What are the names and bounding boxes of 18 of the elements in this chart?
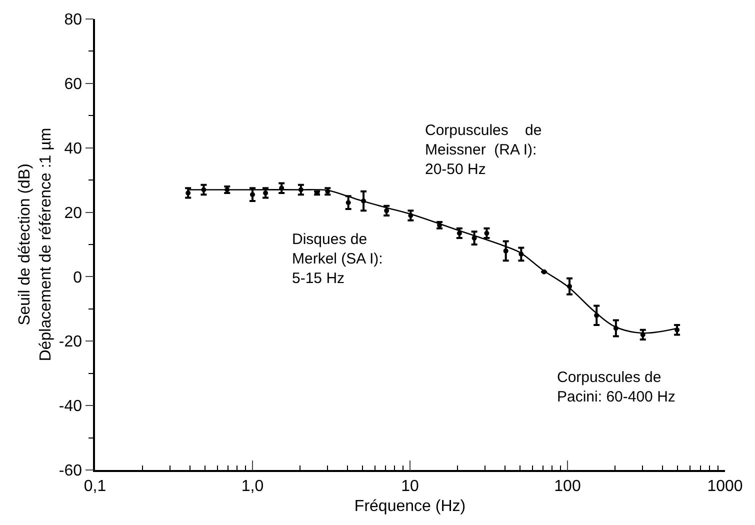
y-tick-label: 40 [64,140,82,158]
y-tick-label: -40 [58,398,82,416]
y-tick-label: 0 [73,269,82,286]
y-tick-label: 20 [64,204,82,222]
x-tick-label: 1,0 [241,478,264,495]
annotation: Corpuscules de Meissner (RA I): 20-50 Hz [425,122,542,178]
x-axis-title: Fréquence (Hz) [354,498,466,516]
y-tick-label: 60 [64,76,82,94]
x-tick-label: 0,1 [84,478,106,495]
y-tick-label: -20 [58,334,82,351]
x-tick-label: 1000 [707,478,743,495]
annotation: Disques de Merkel (SA I): 5-15 Hz [292,231,383,287]
x-tick-label: 100 [554,478,581,495]
y-axis-title: Seuil de détection (dB) Déplacement de référence :1 µm [16,128,54,362]
x-tick-label: 10 [401,478,419,495]
y-tick-label: -60 [58,462,82,480]
y-tick-label: 80 [64,12,82,29]
annotation: Corpuscules de Pacini: 60-400 Hz [557,369,676,406]
